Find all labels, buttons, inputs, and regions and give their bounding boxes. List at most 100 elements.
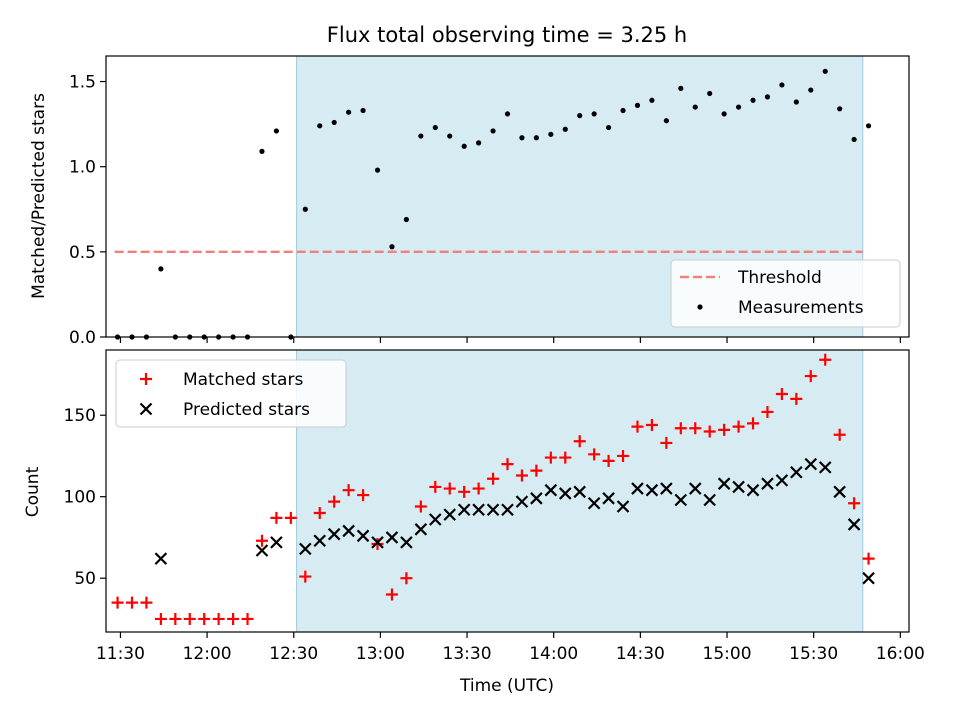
legend-measurements-label: Measurements <box>738 298 864 318</box>
data-point <box>747 417 760 430</box>
data-point <box>273 128 280 134</box>
data-point <box>533 135 539 141</box>
data-point <box>818 461 832 474</box>
data-point <box>418 133 424 139</box>
data-point <box>313 534 327 547</box>
data-point <box>432 124 438 131</box>
data-point <box>140 373 152 385</box>
y-tick-label: 1.0 <box>69 158 96 178</box>
legend-threshold-label: Threshold <box>737 268 822 288</box>
data-point <box>331 119 337 126</box>
data-point <box>692 104 698 110</box>
data-point <box>515 469 528 482</box>
data-point <box>530 492 543 505</box>
data-point <box>717 477 731 490</box>
data-point <box>688 482 702 495</box>
x-axis-label: Time (UTC) <box>459 676 554 696</box>
data-point <box>447 133 453 139</box>
data-point <box>198 612 211 625</box>
data-point <box>775 474 789 487</box>
data-point <box>678 85 684 91</box>
data-point <box>793 99 799 105</box>
data-point <box>573 435 586 448</box>
data-point <box>490 128 496 134</box>
legend-measurements-swatch <box>697 304 703 310</box>
data-point <box>605 124 612 131</box>
y-tick-label: 100 <box>64 488 96 508</box>
data-point <box>429 513 442 526</box>
data-point <box>634 102 641 108</box>
data-point <box>732 480 745 494</box>
data-point <box>212 612 225 625</box>
x-tick-label: 11:30 <box>96 644 145 664</box>
x-tick-label: 12:30 <box>269 644 318 664</box>
data-point <box>357 489 370 502</box>
data-point <box>360 107 366 114</box>
y-tick-label: 0.0 <box>69 328 96 348</box>
data-point <box>764 94 771 100</box>
data-point <box>400 572 413 585</box>
data-point <box>284 511 297 524</box>
data-point <box>501 458 514 471</box>
data-point <box>573 485 586 499</box>
data-point <box>400 536 413 549</box>
data-point <box>649 97 655 103</box>
data-point <box>577 113 583 119</box>
data-point <box>703 493 716 507</box>
data-point <box>804 457 818 471</box>
data-point <box>851 136 857 143</box>
data-point <box>746 483 760 497</box>
y-tick-label: 50 <box>74 569 96 589</box>
legend-matched-label: Matched stars <box>183 370 303 390</box>
legend-bottom: Matched stars Predicted stars <box>115 359 347 428</box>
data-point <box>429 480 442 493</box>
data-point <box>327 527 341 541</box>
data-point <box>227 612 240 625</box>
data-point <box>472 482 485 495</box>
data-point <box>548 131 554 137</box>
data-point <box>154 612 167 625</box>
data-point <box>620 107 626 114</box>
data-point <box>707 90 713 97</box>
legend-box <box>115 359 347 428</box>
data-point <box>154 552 168 565</box>
legend-top: Threshold Measurements <box>670 259 901 328</box>
data-point <box>461 143 467 149</box>
data-point <box>389 244 395 250</box>
x-tick-label: 12:00 <box>183 644 232 664</box>
data-point <box>689 422 702 435</box>
data-point <box>790 465 803 479</box>
data-point <box>833 428 846 441</box>
top-ylabel: Matched/Predicted stars <box>29 93 49 299</box>
data-point <box>819 353 832 366</box>
data-point <box>259 148 265 154</box>
data-point <box>328 495 341 508</box>
data-point <box>847 518 861 531</box>
x-tick-label: 14:00 <box>529 644 578 664</box>
data-point <box>544 451 557 464</box>
data-point <box>804 370 817 383</box>
data-point <box>645 418 658 431</box>
data-point <box>443 508 457 521</box>
data-point <box>519 135 525 141</box>
data-point <box>735 104 742 110</box>
data-point <box>674 422 687 435</box>
data-point <box>631 420 644 433</box>
y-tick-label: 150 <box>64 406 96 426</box>
data-point <box>476 140 482 146</box>
data-point <box>761 405 774 418</box>
data-point <box>660 482 673 495</box>
data-point <box>631 482 644 495</box>
data-point <box>775 388 788 401</box>
data-point <box>183 612 196 625</box>
data-point <box>544 483 558 497</box>
data-point <box>140 596 153 609</box>
data-point <box>602 454 615 467</box>
y-tick-label: 1.5 <box>69 73 96 93</box>
data-point <box>808 87 814 93</box>
data-point <box>718 423 731 436</box>
data-point <box>501 503 514 517</box>
data-point <box>822 68 828 74</box>
data-point <box>472 503 485 517</box>
